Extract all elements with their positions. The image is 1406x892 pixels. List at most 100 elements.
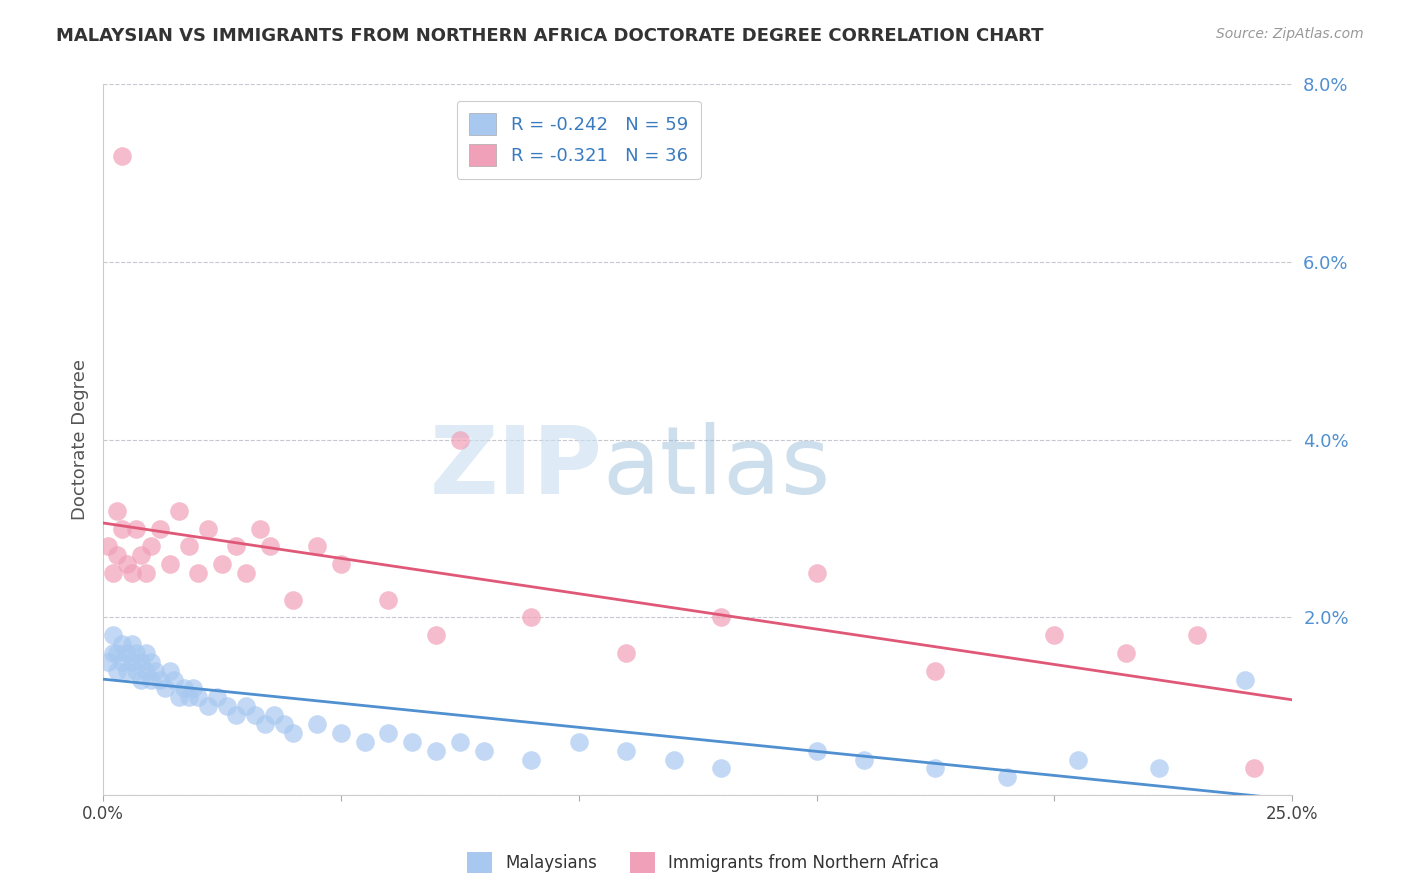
Point — [173, 681, 195, 696]
Point — [111, 637, 134, 651]
Point — [121, 655, 143, 669]
Point — [105, 646, 128, 660]
Point — [101, 628, 124, 642]
Point — [111, 148, 134, 162]
Point — [1147, 761, 1170, 775]
Point — [149, 673, 172, 687]
Point — [211, 557, 233, 571]
Point — [97, 539, 120, 553]
Legend: Malaysians, Immigrants from Northern Africa: Malaysians, Immigrants from Northern Afr… — [460, 846, 946, 880]
Point — [329, 557, 352, 571]
Point — [253, 717, 276, 731]
Point — [135, 664, 157, 678]
Point — [163, 673, 186, 687]
Point — [197, 699, 219, 714]
Point — [353, 735, 375, 749]
Legend: R = -0.242   N = 59, R = -0.321   N = 36: R = -0.242 N = 59, R = -0.321 N = 36 — [457, 101, 700, 179]
Text: ZIP: ZIP — [430, 422, 603, 514]
Point — [177, 690, 200, 705]
Point — [662, 752, 685, 766]
Point — [121, 566, 143, 580]
Point — [307, 539, 329, 553]
Point — [1067, 752, 1090, 766]
Point — [568, 735, 591, 749]
Point — [105, 664, 128, 678]
Point — [105, 504, 128, 518]
Point — [115, 664, 138, 678]
Point — [1043, 628, 1066, 642]
Point — [425, 744, 447, 758]
Point — [1185, 628, 1208, 642]
Point — [159, 557, 181, 571]
Point — [273, 717, 295, 731]
Point — [135, 646, 157, 660]
Point — [377, 592, 399, 607]
Point — [235, 566, 257, 580]
Text: atlas: atlas — [603, 422, 831, 514]
Point — [425, 628, 447, 642]
Point — [1115, 646, 1137, 660]
Point — [377, 726, 399, 740]
Point — [187, 690, 209, 705]
Point — [111, 522, 134, 536]
Point — [225, 539, 247, 553]
Point — [1243, 761, 1265, 775]
Point — [125, 522, 148, 536]
Point — [129, 548, 152, 562]
Point — [520, 752, 543, 766]
Point — [710, 761, 733, 775]
Point — [853, 752, 876, 766]
Point — [177, 539, 200, 553]
Point — [101, 566, 124, 580]
Point — [995, 770, 1018, 784]
Point — [115, 557, 138, 571]
Point — [249, 522, 271, 536]
Point — [145, 664, 167, 678]
Point — [329, 726, 352, 740]
Point — [153, 681, 176, 696]
Point — [139, 655, 162, 669]
Text: MALAYSIAN VS IMMIGRANTS FROM NORTHERN AFRICA DOCTORATE DEGREE CORRELATION CHART: MALAYSIAN VS IMMIGRANTS FROM NORTHERN AF… — [56, 27, 1043, 45]
Point — [472, 744, 495, 758]
Point — [401, 735, 423, 749]
Point — [225, 708, 247, 723]
Point — [283, 592, 305, 607]
Point — [259, 539, 281, 553]
Point — [449, 433, 471, 447]
Point — [97, 655, 120, 669]
Point — [183, 681, 205, 696]
Point — [283, 726, 305, 740]
Point — [135, 566, 157, 580]
Point — [115, 646, 138, 660]
Point — [207, 690, 229, 705]
Point — [121, 637, 143, 651]
Point — [159, 664, 181, 678]
Point — [129, 655, 152, 669]
Point — [307, 717, 329, 731]
Point — [125, 646, 148, 660]
Point — [614, 744, 637, 758]
Point — [167, 690, 190, 705]
Point — [614, 646, 637, 660]
Text: Source: ZipAtlas.com: Source: ZipAtlas.com — [1216, 27, 1364, 41]
Y-axis label: Doctorate Degree: Doctorate Degree — [72, 359, 89, 520]
Point — [245, 708, 267, 723]
Point — [924, 761, 946, 775]
Point — [149, 522, 172, 536]
Point — [263, 708, 285, 723]
Point — [187, 566, 209, 580]
Point — [806, 566, 828, 580]
Point — [129, 673, 152, 687]
Point — [111, 655, 134, 669]
Point — [710, 610, 733, 624]
Point — [1233, 673, 1256, 687]
Point — [806, 744, 828, 758]
Point — [449, 735, 471, 749]
Point — [101, 646, 124, 660]
Point — [197, 522, 219, 536]
Point — [520, 610, 543, 624]
Point — [924, 664, 946, 678]
Point — [139, 539, 162, 553]
Point — [235, 699, 257, 714]
Point — [105, 548, 128, 562]
